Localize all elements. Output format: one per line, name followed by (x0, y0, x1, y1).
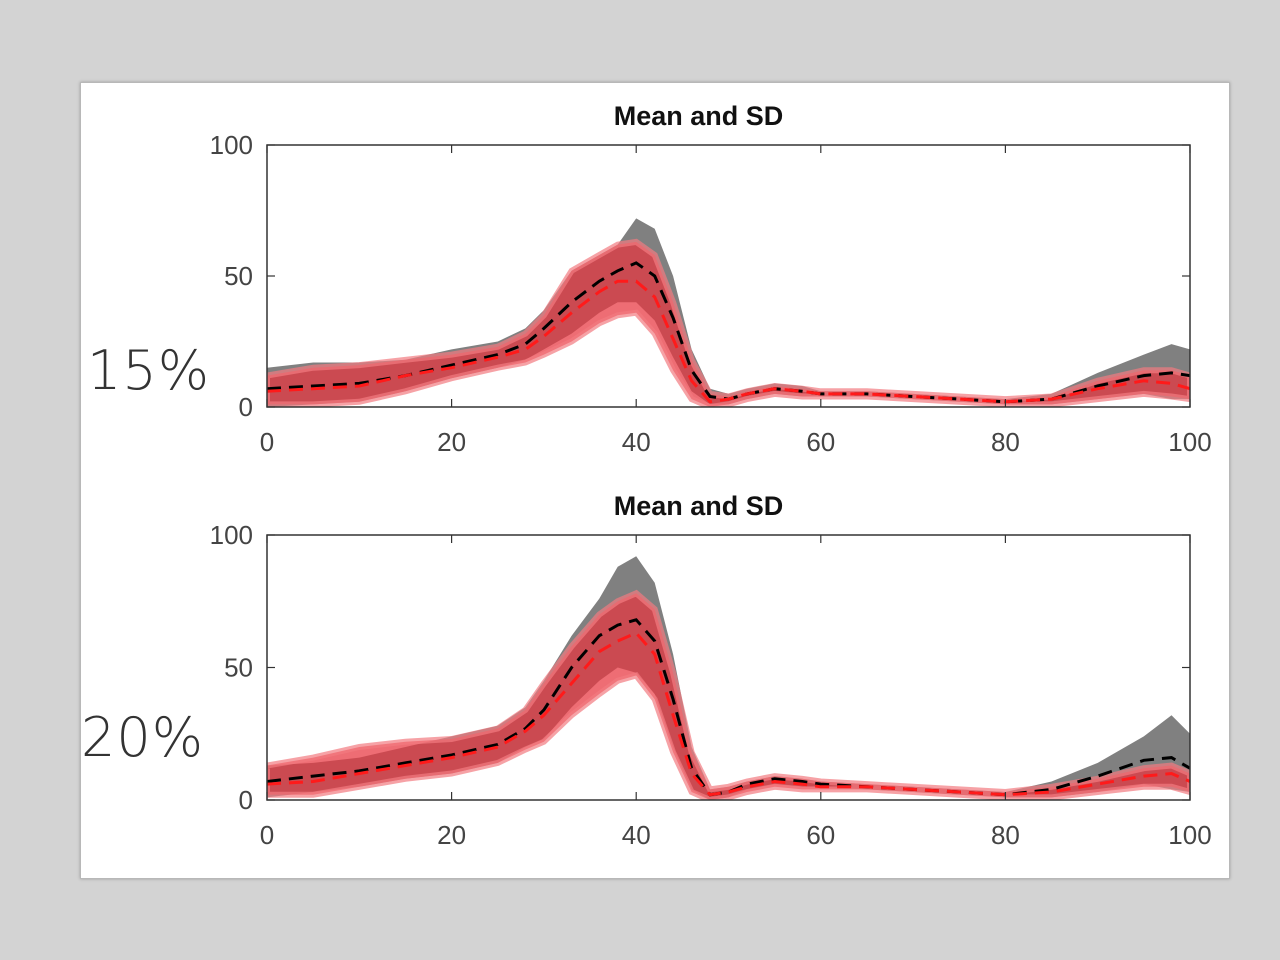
mean-line-series-2 (267, 631, 1190, 797)
x-tick-label: 40 (622, 820, 651, 850)
y-tick-label: 50 (224, 261, 253, 291)
x-tick-label: 60 (806, 427, 835, 457)
mean-line-series-2 (267, 279, 1190, 404)
sd-band-series-2 (267, 593, 1190, 800)
y-tick-label: 0 (239, 785, 253, 815)
y-tick-label: 50 (224, 653, 253, 683)
x-tick-label: 100 (1168, 427, 1211, 457)
plot-area (267, 218, 1190, 407)
y-tick-label: 0 (239, 392, 253, 422)
x-tick-label: 20 (437, 820, 466, 850)
figure: 0 20 40 60 80 100 0 50 100 Mean and SD 0 20 40 60 80 10… (210, 101, 1212, 850)
side-label-20: 20% (81, 706, 205, 769)
x-tick-label: 20 (437, 427, 466, 457)
x-tick-label: 80 (991, 427, 1020, 457)
y-tick-label: 100 (210, 130, 253, 160)
chart-1: 0 20 40 60 80 100 0 50 100 Mean and SD (210, 101, 1212, 457)
chart-2: 0 20 40 60 80 100 0 50 100 Mean and SD (210, 491, 1212, 850)
sd-band-series-2 (267, 241, 1190, 407)
y-tick-label: 100 (210, 520, 253, 550)
chart-title: Mean and SD (614, 101, 784, 131)
x-tick-label: 60 (806, 820, 835, 850)
x-tick-label: 100 (1168, 820, 1211, 850)
sd-band-edge-series-2 (267, 238, 1190, 407)
side-label-15: 15% (87, 339, 211, 402)
figure-card: 0 20 40 60 80 100 0 50 100 Mean and SD 0 20 40 60 80 10… (80, 82, 1230, 879)
chart-title: Mean and SD (614, 491, 784, 521)
plot-area (267, 556, 1190, 800)
x-tick-label: 0 (260, 427, 274, 457)
x-tick-label: 80 (991, 820, 1020, 850)
sd-band-edge-series-2 (267, 589, 1190, 800)
x-tick-label: 40 (622, 427, 651, 457)
x-tick-label: 0 (260, 820, 274, 850)
